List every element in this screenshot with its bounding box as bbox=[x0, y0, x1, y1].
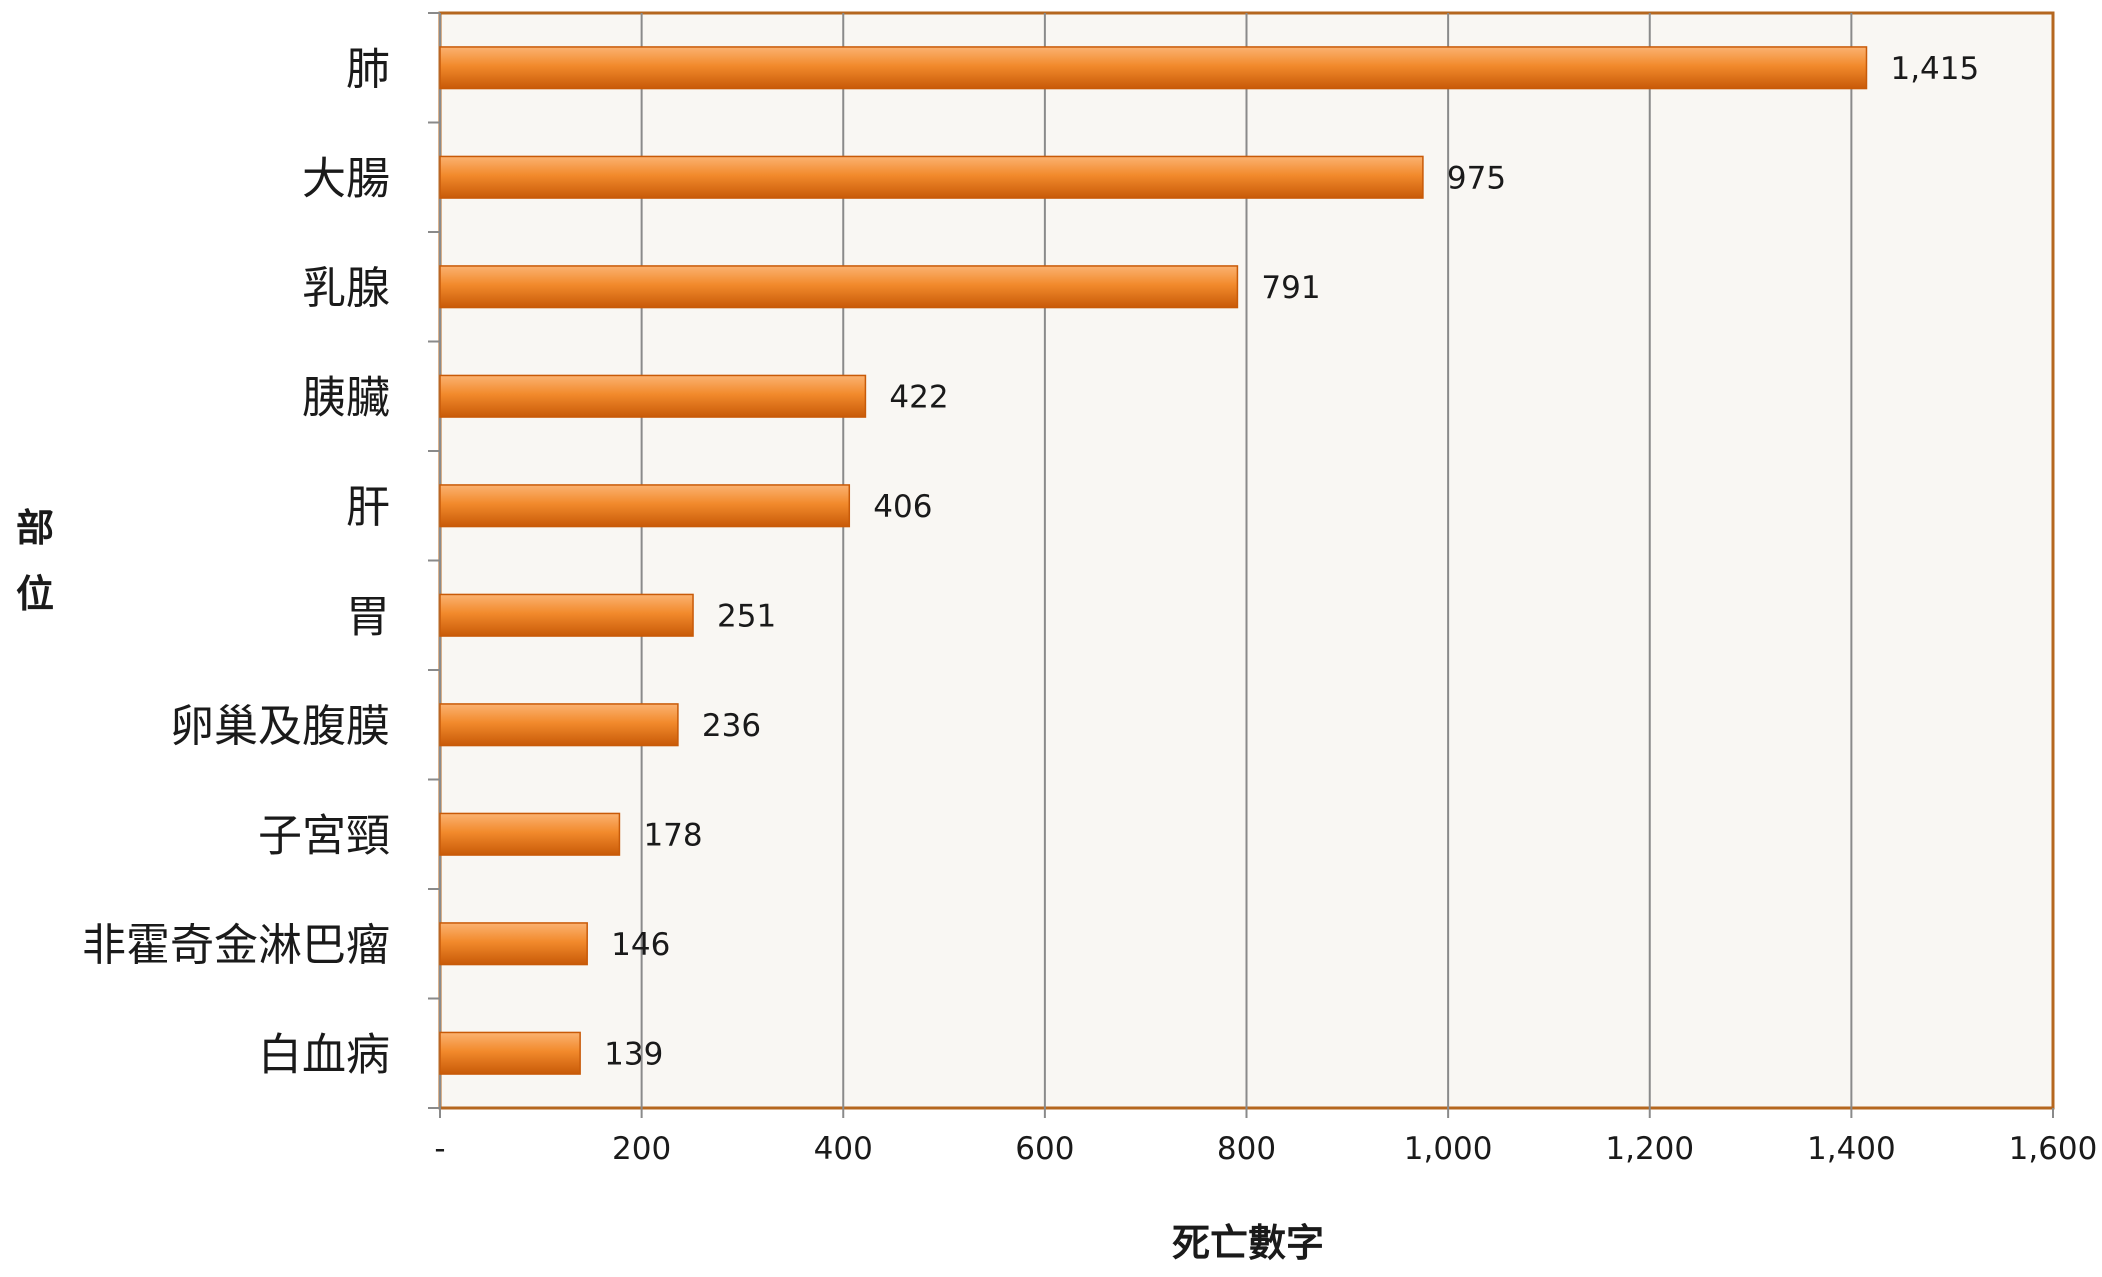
data-label: 251 bbox=[717, 598, 776, 634]
data-label: 406 bbox=[873, 489, 932, 525]
data-label: 1,415 bbox=[1890, 51, 1979, 87]
bars bbox=[439, 46, 1868, 1075]
category-label: 胰臟 bbox=[302, 372, 390, 423]
category-label: 胃 bbox=[346, 591, 390, 642]
labels: - 200 400 600 800 1,000 1,200 1,400 1,600 1,415 肺 9… bbox=[82, 44, 2097, 1167]
category-label: 乳腺 bbox=[302, 263, 390, 314]
bar bbox=[439, 703, 679, 747]
bar bbox=[439, 812, 621, 856]
data-label: 139 bbox=[604, 1036, 663, 1072]
x-axis-title: 死亡數字 bbox=[1172, 1221, 1324, 1265]
category-label: 肝 bbox=[346, 482, 390, 533]
x-tick-label: 800 bbox=[1217, 1131, 1276, 1167]
x-tick-label: 1,200 bbox=[1605, 1131, 1694, 1167]
bar bbox=[439, 155, 1424, 199]
bar bbox=[439, 46, 1868, 90]
data-label: 146 bbox=[611, 927, 670, 963]
data-label: 422 bbox=[889, 379, 948, 415]
data-label: 975 bbox=[1447, 160, 1506, 196]
y-axis-title-part-2: 位 bbox=[16, 572, 54, 616]
x-tick-label: - bbox=[434, 1131, 445, 1167]
x-tick-label: 1,400 bbox=[1807, 1131, 1896, 1167]
x-tick-label: 1,000 bbox=[1404, 1131, 1493, 1167]
data-label: 178 bbox=[643, 817, 702, 853]
bar bbox=[439, 265, 1239, 309]
y-axis-title-part-1: 部 bbox=[16, 506, 54, 550]
category-label: 大腸 bbox=[302, 153, 390, 204]
bar bbox=[439, 484, 851, 528]
category-label: 卵巢及腹膜 bbox=[170, 701, 390, 752]
x-tick-label: 400 bbox=[814, 1131, 873, 1167]
bar bbox=[439, 922, 588, 966]
category-label: 白血病 bbox=[258, 1029, 390, 1080]
category-label: 肺 bbox=[346, 44, 390, 95]
x-tick-label: 200 bbox=[612, 1131, 671, 1167]
bar bbox=[439, 374, 867, 418]
x-tick-label: 600 bbox=[1015, 1131, 1074, 1167]
category-label: 非霍奇金淋巴瘤 bbox=[82, 920, 390, 971]
bar bbox=[439, 1031, 581, 1075]
bar bbox=[439, 593, 694, 637]
category-label: 子宮頸 bbox=[258, 810, 390, 861]
data-label: 236 bbox=[702, 708, 761, 744]
data-label: 791 bbox=[1261, 270, 1320, 306]
x-tick-label: 1,600 bbox=[2009, 1131, 2098, 1167]
